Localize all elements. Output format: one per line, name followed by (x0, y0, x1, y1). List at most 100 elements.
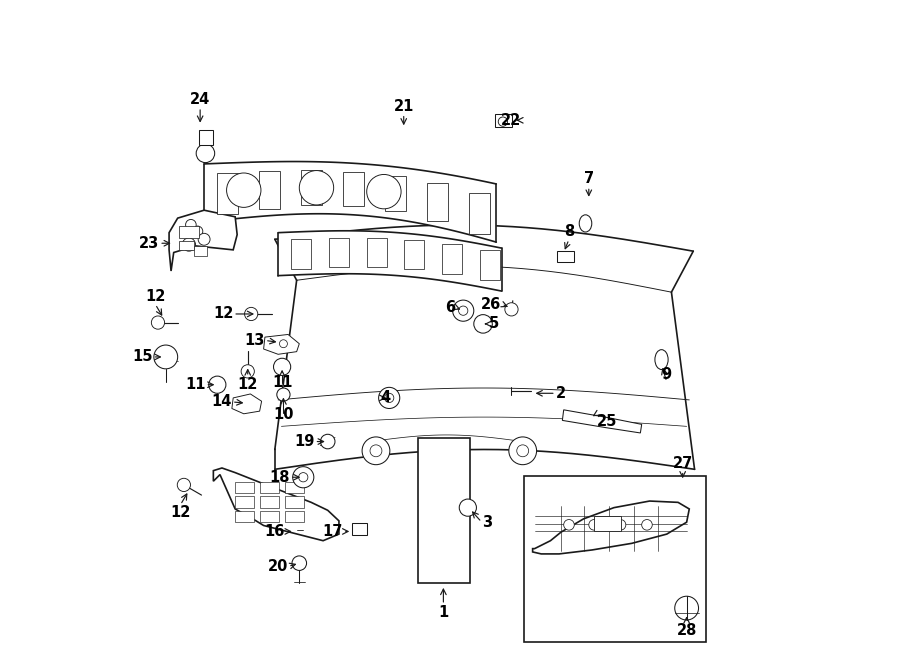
Circle shape (508, 437, 536, 465)
Polygon shape (278, 231, 501, 291)
Polygon shape (204, 161, 496, 242)
Text: 18: 18 (269, 470, 290, 485)
Bar (292, 239, 311, 268)
Text: 7: 7 (584, 171, 594, 186)
Text: 22: 22 (501, 113, 521, 128)
Bar (217, 173, 239, 214)
Polygon shape (213, 468, 339, 541)
Text: 20: 20 (267, 559, 288, 574)
Circle shape (505, 303, 518, 316)
Circle shape (177, 479, 191, 492)
Text: 23: 23 (139, 236, 159, 251)
Ellipse shape (433, 457, 464, 469)
Bar (285, 511, 304, 522)
Text: 11: 11 (272, 375, 292, 391)
Circle shape (366, 175, 401, 209)
Circle shape (675, 596, 698, 620)
Ellipse shape (580, 215, 592, 232)
Bar (302, 170, 322, 206)
Circle shape (198, 233, 210, 245)
Circle shape (453, 300, 473, 321)
Text: 12: 12 (145, 289, 166, 304)
Bar (366, 238, 386, 268)
Text: 11: 11 (184, 377, 205, 392)
Circle shape (185, 219, 196, 230)
Circle shape (299, 473, 308, 482)
Bar (343, 172, 364, 206)
Text: 15: 15 (132, 350, 153, 364)
Circle shape (642, 520, 652, 530)
Bar (557, 251, 573, 262)
Polygon shape (169, 210, 238, 271)
Text: 4: 4 (381, 391, 391, 405)
Bar (260, 496, 279, 508)
Bar (259, 171, 280, 209)
Circle shape (183, 238, 195, 251)
Text: 13: 13 (245, 333, 265, 348)
Text: 5: 5 (489, 317, 499, 331)
Text: 26: 26 (482, 297, 501, 311)
Polygon shape (274, 225, 693, 292)
Bar (480, 251, 500, 280)
Polygon shape (232, 394, 262, 414)
Bar (442, 244, 462, 274)
Circle shape (320, 434, 335, 449)
Text: 24: 24 (190, 92, 211, 107)
Bar (235, 482, 254, 493)
Bar (179, 241, 194, 250)
Text: 27: 27 (672, 455, 693, 471)
Text: 16: 16 (265, 524, 284, 539)
Polygon shape (533, 501, 689, 554)
Circle shape (384, 393, 394, 403)
Text: 3: 3 (482, 515, 492, 529)
Circle shape (154, 345, 177, 369)
Ellipse shape (655, 350, 668, 369)
Bar (427, 183, 448, 221)
Text: 1: 1 (438, 605, 448, 620)
Circle shape (209, 376, 226, 393)
Circle shape (280, 340, 287, 348)
Circle shape (292, 556, 307, 570)
Circle shape (459, 499, 476, 516)
Bar (352, 523, 366, 535)
Text: 12: 12 (212, 307, 233, 321)
Circle shape (563, 520, 574, 530)
Text: 12: 12 (238, 377, 258, 392)
Circle shape (370, 445, 382, 457)
Bar (260, 511, 279, 522)
Text: 21: 21 (393, 98, 414, 114)
Circle shape (193, 226, 202, 237)
Text: 17: 17 (322, 524, 343, 539)
Text: 8: 8 (564, 224, 574, 239)
Text: 25: 25 (597, 414, 617, 429)
Bar (260, 482, 279, 493)
Bar (329, 237, 349, 267)
Text: 2: 2 (556, 386, 566, 401)
Circle shape (362, 437, 390, 465)
Circle shape (517, 445, 528, 457)
Bar (404, 240, 424, 270)
Circle shape (473, 315, 492, 333)
Text: 10: 10 (274, 407, 293, 422)
Circle shape (292, 467, 314, 488)
Text: 9: 9 (662, 367, 672, 382)
Bar (285, 496, 304, 508)
Circle shape (616, 520, 625, 530)
Bar (235, 496, 254, 508)
Text: 6: 6 (446, 300, 455, 315)
Bar (469, 192, 490, 233)
Bar (285, 482, 304, 493)
Polygon shape (562, 410, 642, 433)
Text: 14: 14 (212, 395, 232, 409)
Bar (495, 114, 512, 127)
Circle shape (245, 307, 257, 321)
Bar (524, 476, 706, 642)
Circle shape (589, 520, 599, 530)
Circle shape (459, 306, 468, 315)
Bar (194, 246, 207, 256)
Text: 12: 12 (170, 505, 191, 520)
Circle shape (151, 316, 165, 329)
Bar (199, 130, 212, 145)
Circle shape (241, 365, 255, 378)
Bar (385, 176, 406, 211)
